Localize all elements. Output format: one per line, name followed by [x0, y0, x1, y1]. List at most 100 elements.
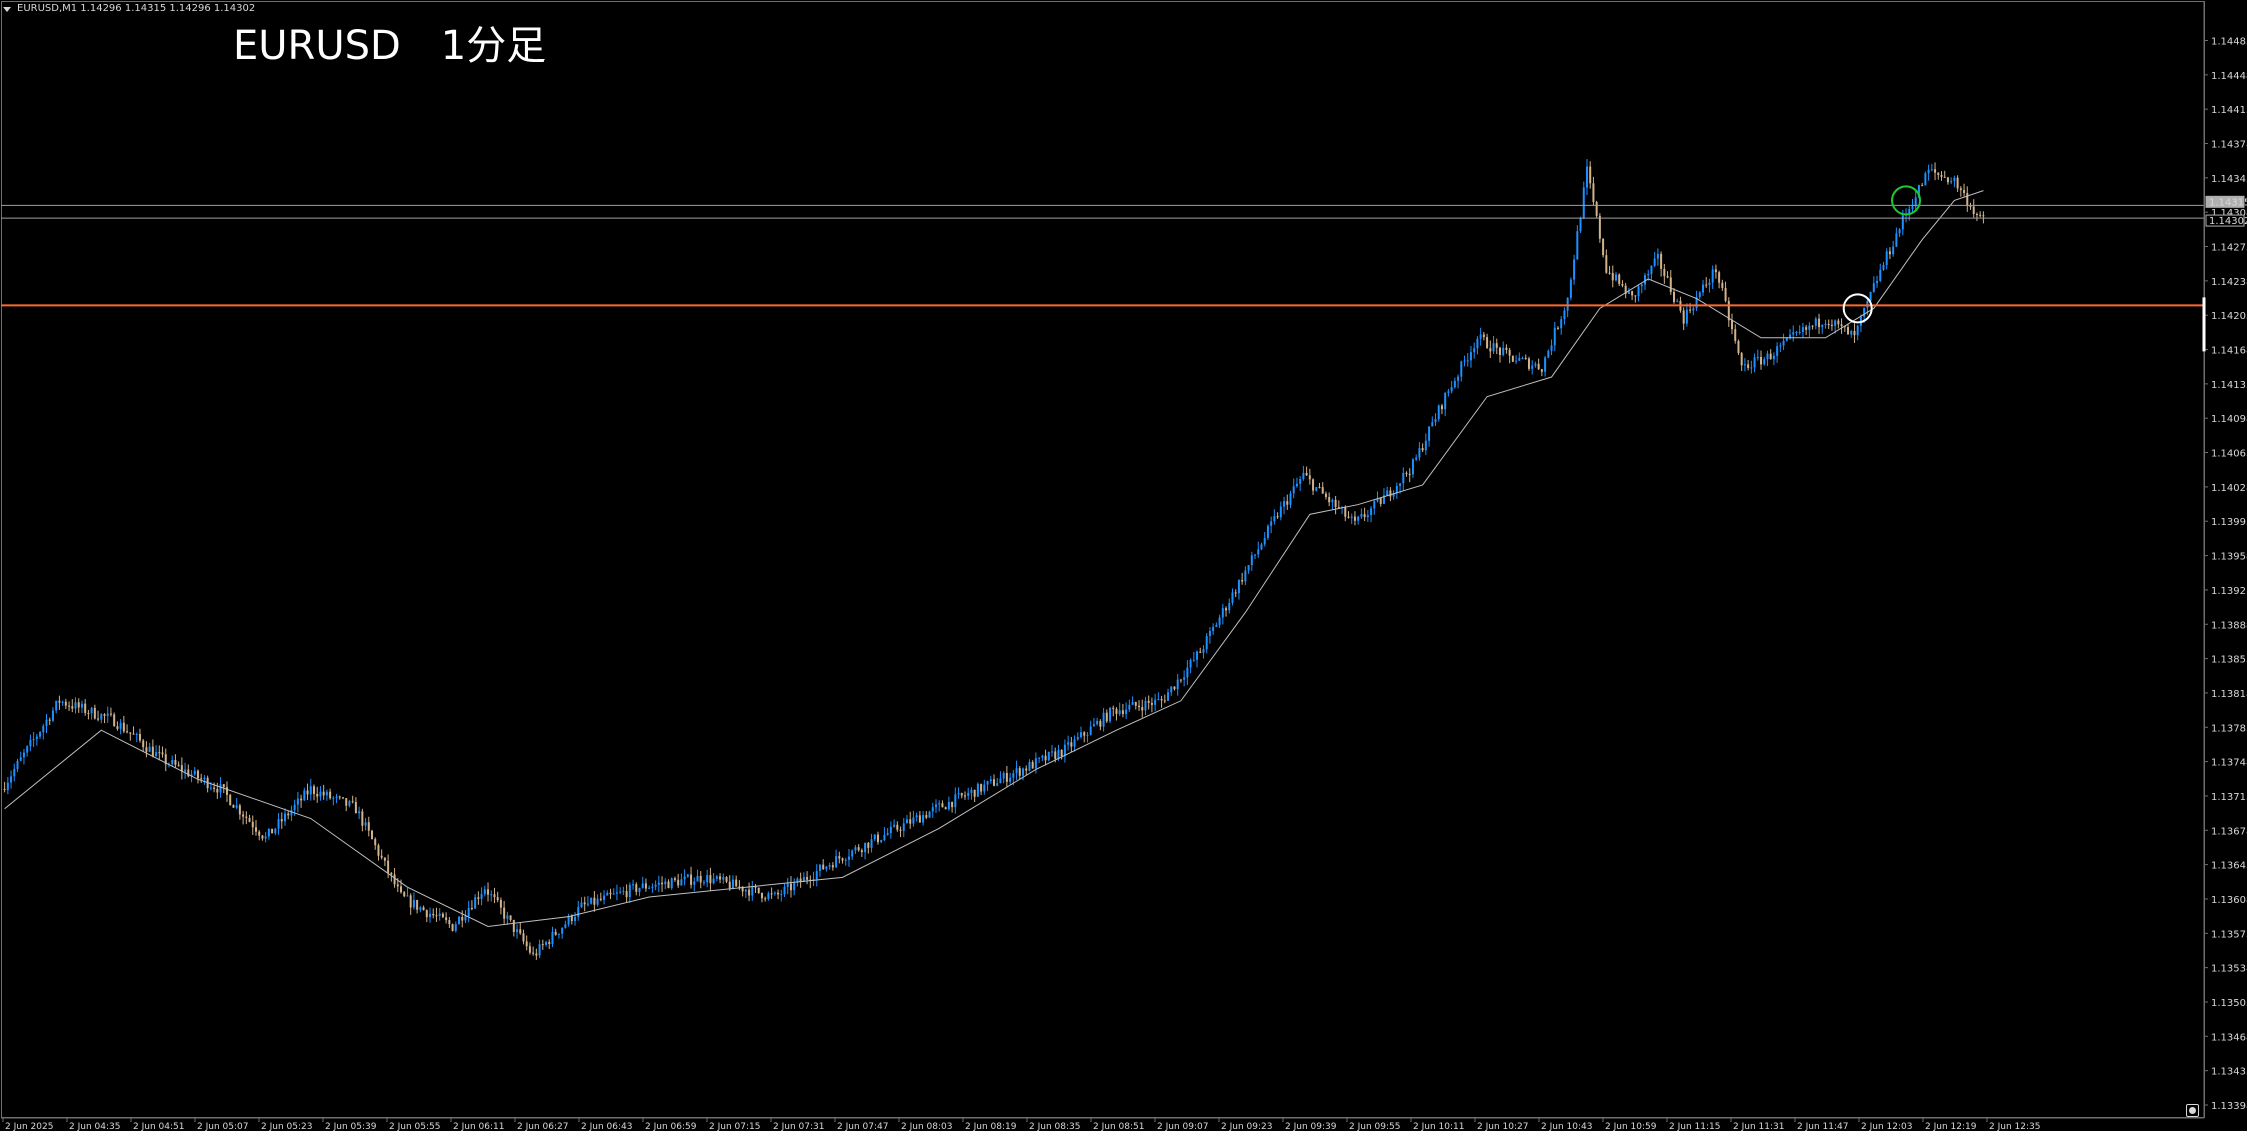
bull-candle	[722, 877, 725, 880]
time-tick-label: 2 Jun 11:47	[1797, 1122, 1848, 1131]
bear-candle	[535, 953, 538, 956]
price-tick-label: 1.14133	[2211, 380, 2247, 391]
bull-candle	[429, 913, 432, 918]
price-tick-label: 1.14413	[2211, 105, 2247, 116]
bear-candle	[941, 803, 944, 808]
bear-candle	[738, 886, 741, 888]
bear-candle	[103, 714, 106, 716]
price-tick-label: 1.13678	[2211, 826, 2247, 837]
bear-candle	[409, 895, 412, 908]
bear-candle	[1660, 253, 1663, 269]
time-tick-label: 2 Jun 05:39	[325, 1122, 377, 1131]
time-axis[interactable]: 2 Jun 2025 2 Jun 04:35 2 Jun 04:51 2 Jun 05…	[1, 1117, 2204, 1131]
bull-candle	[325, 791, 328, 796]
bull-candle	[1118, 710, 1121, 714]
bull-candle	[1647, 274, 1650, 276]
bull-candle	[818, 864, 821, 871]
bull-candle	[1531, 365, 1534, 369]
bull-candle	[1563, 310, 1566, 320]
bull-candle	[1041, 755, 1044, 758]
price-tick-label: 1.14238	[2211, 277, 2247, 288]
bull-candle	[1850, 331, 1853, 335]
bull-candle	[1469, 352, 1472, 361]
bull-candle	[1895, 233, 1898, 247]
bull-candle	[1547, 350, 1550, 358]
bull-candle	[135, 734, 138, 736]
bull-candle	[1002, 772, 1005, 779]
bull-candle	[1102, 712, 1105, 727]
bear-candle	[280, 819, 283, 822]
bull-candle	[1215, 624, 1218, 627]
bear-candle	[254, 827, 257, 832]
bull-candle	[1067, 742, 1070, 745]
bull-candle	[1350, 516, 1353, 518]
bull-candle	[419, 907, 422, 910]
bear-candle	[1721, 282, 1724, 288]
bear-candle	[951, 801, 954, 808]
bull-candle	[13, 768, 16, 777]
bull-candle	[1196, 651, 1199, 660]
white-circle-annotation[interactable]	[1842, 293, 1873, 324]
bear-candle	[644, 883, 647, 889]
bear-candle	[377, 845, 380, 856]
time-tick-label: 2 Jun 05:55	[389, 1122, 440, 1131]
bear-candle	[831, 865, 834, 868]
bear-candle	[1121, 710, 1124, 715]
bear-candle	[757, 887, 760, 893]
price-tick-label: 1.13468	[2211, 1032, 2247, 1043]
bull-candle	[828, 865, 831, 867]
bull-candle	[6, 782, 9, 791]
bear-candle	[1312, 479, 1315, 491]
bear-candle	[599, 898, 602, 900]
autoscroll-icon[interactable]	[2186, 1104, 2199, 1117]
time-tick-label: 2 Jun 10:59	[1605, 1122, 1657, 1131]
time-tick-label: 2 Jun 11:15	[1669, 1122, 1720, 1131]
bear-candle	[1634, 295, 1637, 297]
bull-candle	[1289, 493, 1292, 505]
time-tick-label: 2 Jun 07:47	[837, 1122, 888, 1131]
bull-candle	[1879, 269, 1882, 281]
bull-candle	[80, 703, 83, 708]
bull-candle	[1131, 702, 1134, 705]
bull-candle	[1415, 457, 1418, 460]
bull-candle	[1292, 486, 1295, 494]
bull-candle	[1231, 592, 1234, 603]
bear-candle	[1740, 353, 1743, 366]
bull-candle	[1266, 525, 1269, 539]
bull-candle	[1109, 707, 1112, 722]
bull-candle	[577, 907, 580, 917]
price-axis[interactable]: 1.14483 1.14448 1.14413 1.14378 1.14343 1.143…	[2202, 1, 2247, 1118]
bull-candle	[934, 804, 937, 808]
green-circle-annotation[interactable]	[1891, 185, 1922, 216]
bull-candle	[1157, 699, 1160, 701]
bull-candle	[864, 842, 867, 853]
bear-candle	[857, 847, 860, 851]
bear-candle	[867, 842, 870, 848]
bear-candle	[583, 902, 586, 905]
bull-candle	[654, 884, 657, 887]
bear-candle	[400, 886, 403, 893]
bear-candle	[403, 892, 406, 897]
bear-candle	[1286, 501, 1289, 505]
bear-candle	[1853, 331, 1856, 336]
time-tick-label: 2 Jun 08:19	[965, 1122, 1017, 1131]
bear-candle	[68, 705, 71, 707]
bull-candle	[886, 833, 889, 835]
bull-candle	[1521, 357, 1524, 359]
bear-candle	[512, 919, 515, 932]
bull-candle	[619, 891, 622, 893]
bear-candle	[1689, 309, 1692, 311]
bull-candle	[290, 810, 293, 816]
bear-candle	[509, 915, 512, 920]
bull-candle	[235, 805, 238, 808]
bear-candle	[87, 712, 90, 714]
bull-candle	[1901, 215, 1904, 230]
bull-candle	[1047, 751, 1050, 761]
bear-candle	[1843, 326, 1846, 328]
bear-candle	[667, 881, 670, 889]
bull-candle	[545, 941, 548, 945]
symbol-dropdown-icon[interactable]	[3, 6, 11, 12]
bear-candle	[1979, 214, 1982, 216]
